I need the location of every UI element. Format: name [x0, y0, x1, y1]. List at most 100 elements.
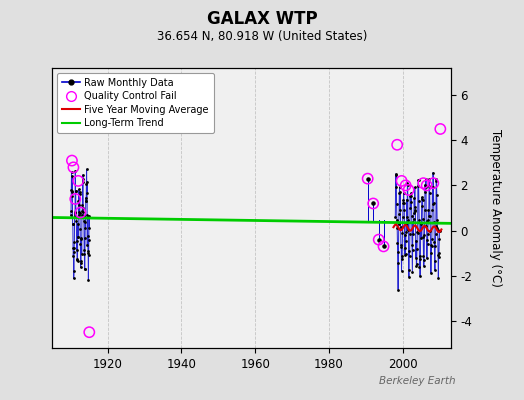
Point [413, 229, 421, 236]
Point [431, 242, 440, 249]
Point [422, 223, 430, 229]
Point [403, 180, 411, 186]
Point [410, 195, 418, 201]
Point [425, 190, 434, 196]
Point [405, 267, 413, 273]
Point [85, 329, 93, 335]
Point [81, 235, 89, 241]
Point [419, 180, 428, 186]
Point [427, 250, 435, 256]
Point [433, 227, 442, 233]
Point [72, 214, 80, 220]
Point [409, 216, 418, 222]
Point [396, 207, 404, 213]
Point [422, 182, 431, 189]
Point [80, 251, 89, 257]
Point [419, 216, 427, 222]
Point [396, 224, 405, 231]
Point [419, 253, 428, 260]
Point [75, 191, 84, 197]
Point [68, 189, 76, 196]
Point [419, 234, 428, 240]
Point [84, 277, 93, 283]
Point [434, 274, 443, 281]
Point [400, 244, 409, 251]
Point [435, 250, 443, 256]
Point [416, 264, 424, 270]
Point [369, 200, 377, 207]
Point [427, 242, 435, 248]
Point [83, 233, 92, 240]
Point [400, 207, 409, 214]
Point [406, 193, 414, 199]
Point [74, 234, 82, 240]
Point [78, 250, 86, 257]
Point [392, 201, 401, 207]
Point [424, 212, 433, 219]
Point [392, 184, 400, 190]
Point [410, 204, 419, 210]
Point [71, 168, 80, 174]
Point [69, 220, 77, 227]
Point [430, 219, 438, 225]
Point [397, 178, 406, 184]
Point [416, 273, 424, 279]
Point [424, 216, 432, 223]
Point [404, 217, 412, 223]
Point [397, 244, 406, 250]
Point [397, 242, 405, 248]
Point [432, 176, 440, 182]
Point [403, 214, 411, 220]
Point [79, 208, 88, 215]
Point [406, 204, 414, 211]
Point [433, 217, 441, 224]
Point [391, 171, 400, 177]
Point [77, 260, 85, 266]
Point [409, 219, 417, 225]
Point [405, 248, 413, 255]
Point [84, 252, 93, 258]
Point [412, 238, 420, 244]
Point [68, 193, 77, 199]
Point [73, 258, 82, 264]
Point [426, 212, 434, 219]
Point [67, 187, 75, 194]
Point [70, 209, 79, 216]
Point [428, 236, 436, 242]
Point [418, 202, 426, 209]
Point [429, 184, 438, 190]
Point [420, 256, 428, 263]
Point [411, 184, 419, 190]
Point [417, 235, 425, 241]
Point [428, 207, 436, 213]
Point [80, 213, 88, 219]
Text: GALAX WTP: GALAX WTP [206, 10, 318, 28]
Point [70, 268, 78, 274]
Point [72, 218, 81, 225]
Point [399, 190, 408, 196]
Point [69, 253, 78, 260]
Point [68, 173, 77, 179]
Point [76, 210, 84, 216]
Point [394, 248, 402, 255]
Point [81, 266, 89, 272]
Point [395, 210, 403, 217]
Point [392, 216, 401, 223]
Point [83, 178, 91, 185]
Point [79, 176, 88, 182]
Point [78, 202, 86, 208]
Point [80, 247, 89, 253]
Point [423, 237, 431, 243]
Point [411, 207, 420, 214]
Point [430, 239, 439, 245]
Text: 36.654 N, 80.918 W (United States): 36.654 N, 80.918 W (United States) [157, 30, 367, 43]
Point [421, 184, 430, 190]
Point [396, 189, 405, 195]
Point [72, 214, 80, 220]
Point [417, 220, 425, 226]
Point [403, 181, 412, 188]
Point [70, 238, 79, 245]
Point [406, 253, 414, 259]
Point [68, 188, 76, 194]
Point [82, 198, 90, 205]
